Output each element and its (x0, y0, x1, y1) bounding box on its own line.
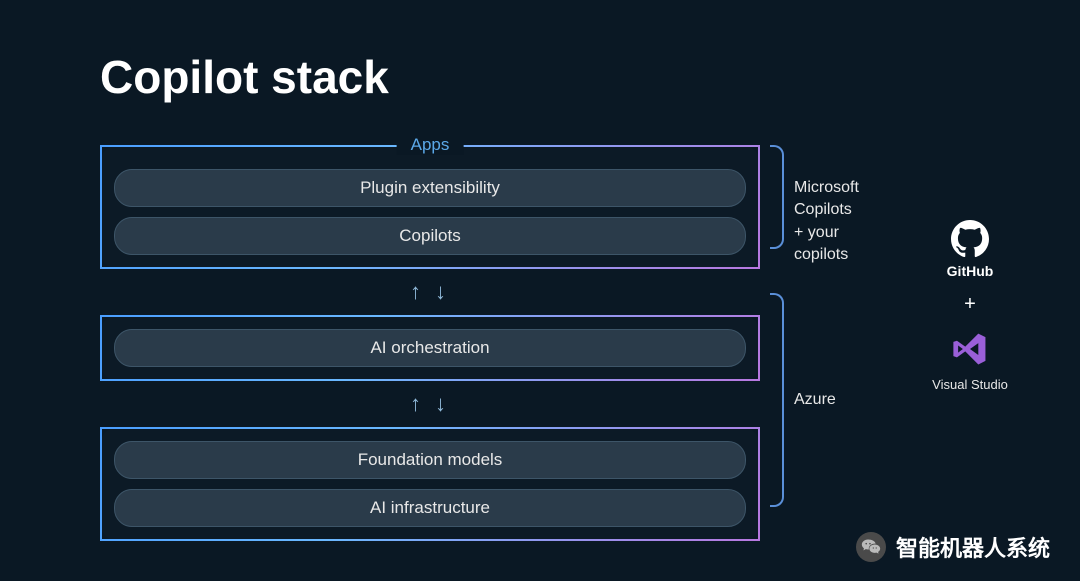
arrows-1: ↑ ↓ (100, 269, 760, 315)
layer-ai-orchestration: AI orchestration (114, 329, 746, 367)
arrows-2: ↑ ↓ (100, 381, 760, 427)
page-title: Copilot stack (100, 50, 389, 104)
watermark: 智能机器人系统 (856, 531, 1050, 563)
stack-diagram: Apps Plugin extensibility Copilots ↑ ↓ A… (100, 145, 760, 541)
group-apps: Apps Plugin extensibility Copilots (100, 145, 760, 269)
github-icon (951, 220, 989, 258)
bracket-copilots-label: Microsoft Copilots + your copilots (794, 177, 890, 267)
group-foundation: Foundation models AI infrastructure (100, 427, 760, 541)
bracket-azure-label: Azure (794, 389, 836, 411)
github-logo: GitHub (910, 220, 1030, 279)
visual-studio-icon (951, 330, 989, 368)
wechat-icon (856, 532, 886, 562)
visual-studio-label: Visual Studio (910, 377, 1030, 392)
bracket-azure (770, 293, 784, 507)
plus-icon: + (910, 293, 1030, 316)
logos-column: GitHub + Visual Studio (910, 220, 1030, 392)
layer-plugin-extensibility: Plugin extensibility (114, 169, 746, 207)
group-orchestration: AI orchestration (100, 315, 760, 381)
layer-ai-infrastructure: AI infrastructure (114, 489, 746, 527)
watermark-text: 智能机器人系统 (896, 531, 1050, 563)
layer-copilots: Copilots (114, 217, 746, 255)
group-apps-label: Apps (397, 135, 464, 155)
bracket-copilots (770, 145, 784, 249)
visual-studio-logo: Visual Studio (910, 330, 1030, 392)
github-label: GitHub (910, 263, 1030, 279)
bracket-area: Microsoft Copilots + your copilots Azure (770, 145, 890, 505)
layer-foundation-models: Foundation models (114, 441, 746, 479)
